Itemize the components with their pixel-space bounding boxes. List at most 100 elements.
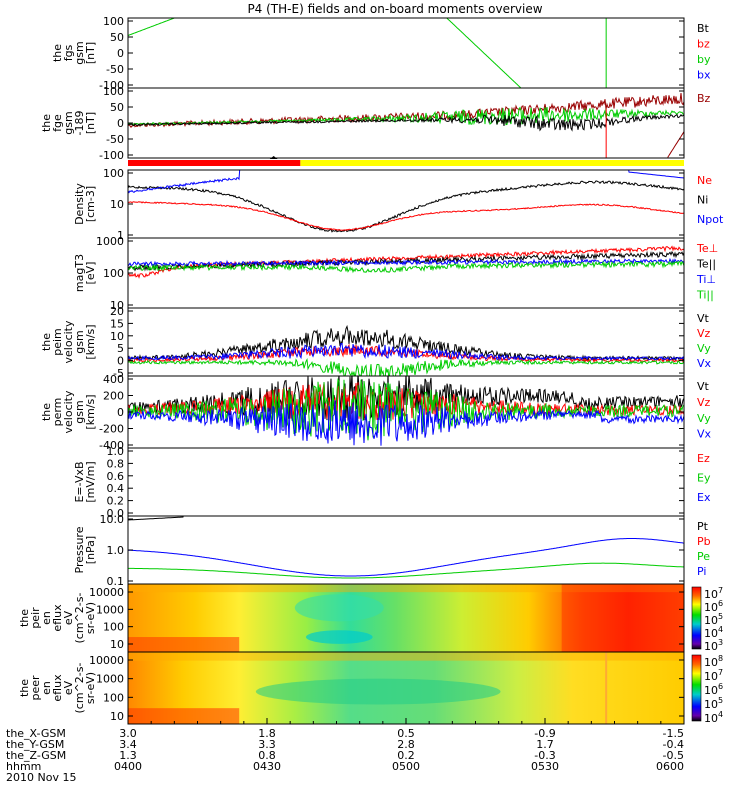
y-axis-label: -189 [73,111,86,136]
y-axis-label: gsm [73,400,86,423]
y-tick-label: 0.0 [107,507,125,520]
colorbar-label: 105 [704,696,723,711]
y-axis-label: peim [51,328,64,356]
y-axis-label: [km/s] [84,324,97,359]
series-vx [128,400,684,446]
series-ni [128,180,684,233]
y-axis-label: the [51,44,64,62]
panel-peim-plot [128,324,684,376]
legend-Vx: Vx [697,428,712,441]
heatmap-hot-region [561,584,684,652]
y-axis-label: [nPa] [84,536,97,564]
ephemeris-value: 1.7 [536,738,554,751]
mode-bar-red [128,160,301,166]
y-tick-label: 100 [103,85,124,98]
series-pi [128,538,684,577]
y-axis-label: peer [29,675,42,701]
ephemeris-value: 0600 [656,760,684,773]
y-tick-label: 0.6 [107,470,125,483]
ephemeris-label: hhmm [6,760,41,773]
legend-bz: bz [697,37,710,50]
y-tick-label: 1.0 [107,544,125,557]
panel-pressure-frame [127,515,685,585]
y-axis-label: Density [73,183,86,225]
panel-density-plot [128,170,684,233]
series-vy [128,357,684,376]
panel-peer-plot [128,652,684,724]
y-tick-label: 100 [103,167,124,180]
y-axis-label: sr-eV) [84,672,97,704]
heatmap-low-energy-band [128,708,240,724]
panel-peir-plot [128,584,684,652]
ephemeris-label: the_Y-GSM [6,738,64,751]
y-axis-label: gsm [73,41,86,64]
panel-fge-plot [128,92,684,158]
y-axis-label: (cm^2-s- [73,663,86,714]
heatmap-blob [294,594,384,622]
heatmap-low-energy-band [128,637,240,652]
y-axis-label: [cm-3] [84,186,97,222]
panel-temp-frame [127,237,685,309]
y-tick-label: 1.0 [107,445,125,458]
y-tick-label: 400 [103,373,124,386]
legend-by: by [697,53,711,66]
y-axis-label: eV [62,680,75,695]
ephemeris-value: 2.8 [397,738,415,751]
colorbar-label: 103 [704,638,723,653]
mode-bar-yellow [300,160,684,166]
y-tick-label: 10 [110,330,124,343]
ephemeris-value: 0400 [114,760,142,773]
panel-temp-plot [128,245,684,279]
y-tick-label: 5 [117,342,124,355]
ephemeris-value: 1.8 [258,727,276,740]
ephemeris-value: -1.5 [663,727,684,740]
panel-perm-plot [128,376,684,446]
panel-pressure-plot [128,516,684,579]
y-tick-label: 100 [103,621,124,634]
y-axis-label: fge [51,114,64,132]
y-axis-label: the [40,114,53,132]
y-tick-label: -200 [99,423,124,436]
y-tick-label: 0 [117,47,124,60]
ephemeris-value: 0430 [253,760,281,773]
y-tick-label: 100 [103,691,124,704]
y-axis-label: eflux [51,604,64,632]
legend-Bt: Bt [697,22,710,35]
series-fge-black [128,113,684,132]
legend-Ne: Ne [697,174,712,187]
ephemeris-value: -0.5 [663,749,684,762]
y-tick-label: 0.8 [107,457,125,470]
y-axis-label: the [18,679,31,697]
legend-Ni: Ni [697,194,708,207]
y-axis-label: velocity [62,390,75,433]
legend-bx: bx [697,68,711,81]
y-axis-label: peir [29,607,42,629]
ephemeris-value: 0.5 [397,727,415,740]
legend-Pt: Pt [697,520,709,533]
series-fge-green [128,106,684,126]
legend-Vy: Vy [697,342,711,355]
y-axis-label: fgs [62,44,75,61]
y-tick-label: 0.2 [107,495,125,508]
y-tick-label: -400 [99,439,124,452]
y-tick-label: 200 [103,390,124,403]
legend-Ti⊥: Ti⊥ [696,273,716,286]
y-tick-label: 20 [110,305,124,318]
ephemeris-value: 3.0 [119,727,137,740]
legend-Ez: Ez [697,452,710,465]
y-tick-label: 10.0 [100,513,125,526]
y-axis-label: gsm [62,111,75,134]
y-tick-label: 10 [110,710,124,723]
y-tick-label: 10000 [89,586,124,599]
legend-Te||: Te|| [696,257,716,270]
y-tick-label: 50 [110,101,124,114]
legend-Ti||: Ti|| [696,288,714,301]
y-tick-label: 0.1 [107,575,125,588]
series-te-par [128,250,684,272]
legend-Ey: Ey [697,472,711,485]
y-axis-label: gsm [73,330,86,353]
legend-Vt: Vt [697,380,710,393]
legend-Vt: Vt [697,312,710,325]
